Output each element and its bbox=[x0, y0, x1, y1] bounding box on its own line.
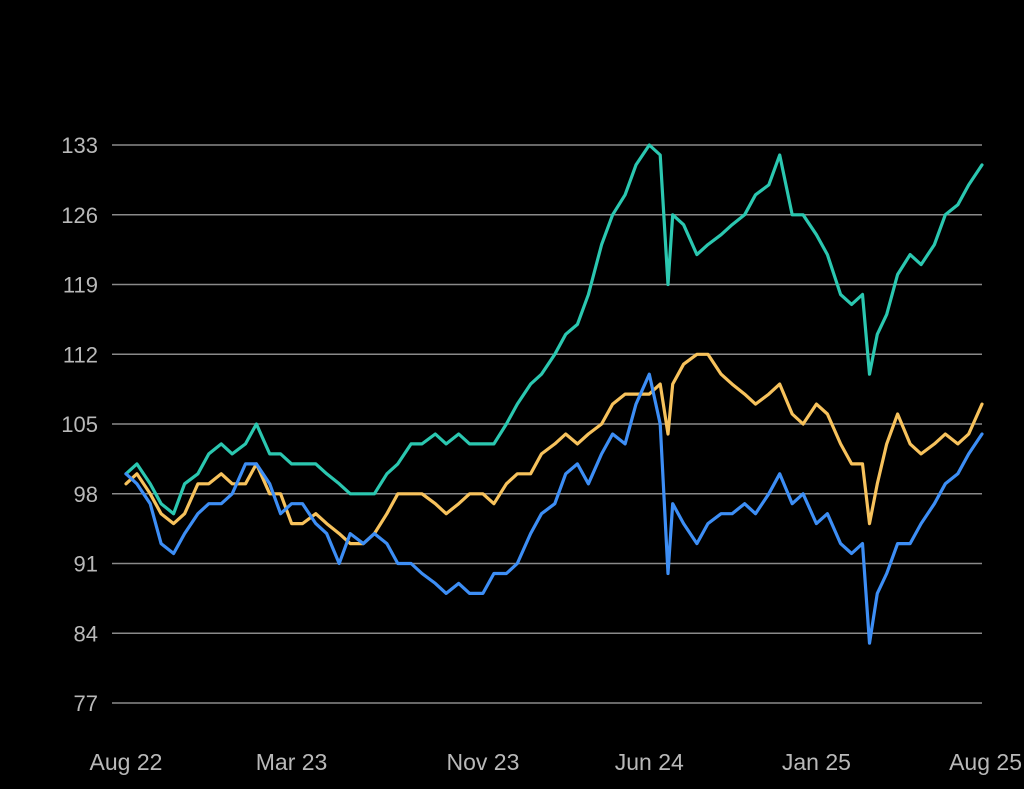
y-tick-label: 126 bbox=[61, 203, 98, 228]
y-tick-label: 77 bbox=[74, 691, 98, 716]
y-axis-tick-labels: 77 84 91 98 105 112 119 126 133 bbox=[61, 133, 98, 716]
x-tick-label: Aug 22 bbox=[90, 749, 163, 775]
y-tick-label: 91 bbox=[74, 552, 98, 577]
gridlines bbox=[112, 144, 982, 704]
series-lines bbox=[124, 143, 984, 645]
y-tick-label: 119 bbox=[63, 273, 98, 298]
y-tick-label: 98 bbox=[74, 482, 98, 507]
x-axis-tick-labels: Aug 22 Mar 23 Nov 23 Jun 24 Jan 25 Aug 25 bbox=[90, 749, 1022, 775]
x-tick-label: Mar 23 bbox=[256, 749, 328, 775]
y-tick-label: 133 bbox=[61, 133, 98, 158]
series-line-2 bbox=[124, 352, 984, 546]
series-line-1 bbox=[124, 143, 984, 516]
series-line-3 bbox=[124, 372, 984, 645]
x-tick-label: Jun 24 bbox=[615, 749, 684, 775]
y-tick-label: 105 bbox=[61, 412, 98, 437]
x-tick-label: Nov 23 bbox=[446, 749, 519, 775]
x-tick-label: Jan 25 bbox=[782, 749, 851, 775]
y-tick-label: 84 bbox=[74, 621, 98, 646]
y-tick-label: 112 bbox=[63, 342, 98, 367]
x-tick-label: Aug 25 bbox=[949, 749, 1022, 775]
